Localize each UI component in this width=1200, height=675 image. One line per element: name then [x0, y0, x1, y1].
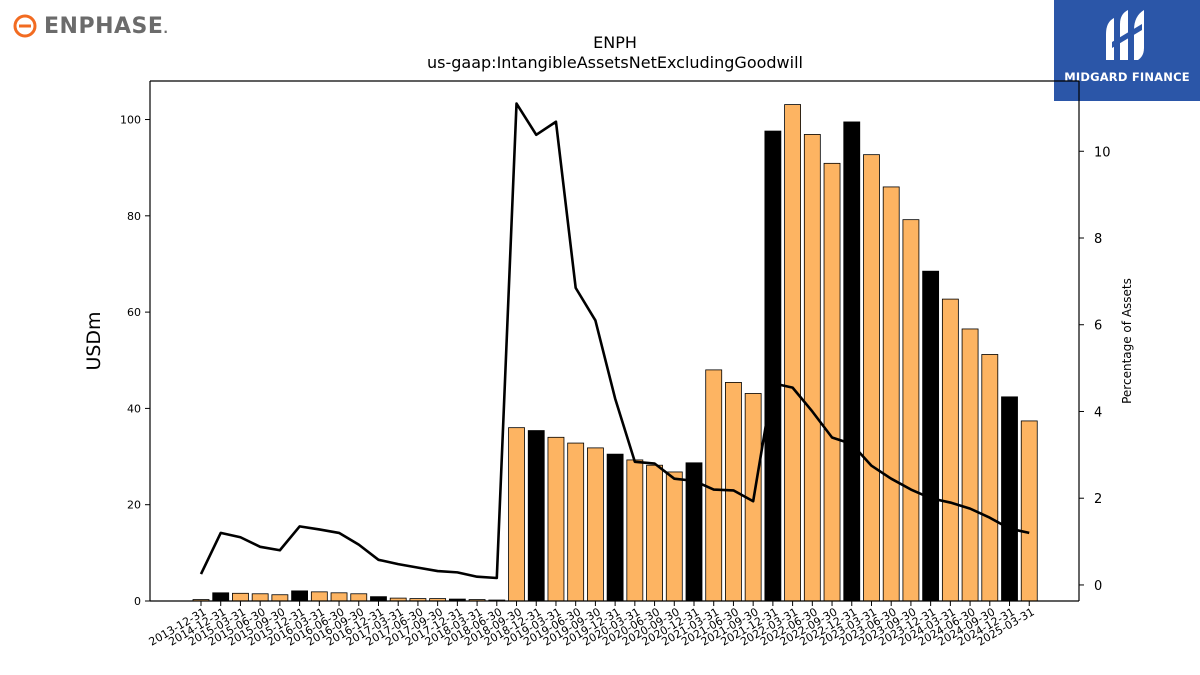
bar: [823, 162, 841, 602]
y2-tick-label: 10: [1094, 145, 1111, 160]
bar: [922, 270, 940, 602]
y-tick-label: 60: [127, 306, 141, 319]
bar: [251, 593, 269, 602]
y2-tick-label: 4: [1094, 405, 1102, 420]
y-tick-label: 100: [120, 114, 141, 127]
bar: [941, 298, 959, 602]
midgard-logo: MIDGARD FINANCE: [1054, 0, 1200, 101]
bar: [232, 592, 249, 602]
bar: [1020, 420, 1038, 602]
y-tick-label: 20: [127, 499, 141, 512]
y-tick-label: 40: [127, 402, 141, 415]
bar: [764, 130, 782, 602]
bar: [271, 594, 289, 602]
bar: [527, 430, 545, 602]
y-tick-label: 80: [127, 210, 141, 223]
bar: [665, 471, 683, 602]
bar: [370, 596, 387, 602]
enphase-wordmark: ENPHASE.: [44, 13, 169, 39]
bar: [902, 219, 920, 602]
bar: [350, 593, 368, 602]
midgard-m-icon: [1106, 10, 1144, 60]
midgard-wordmark: MIDGARD FINANCE: [1064, 70, 1190, 84]
bar: [961, 328, 979, 602]
y-tick-label: 0: [134, 595, 141, 608]
bar: [705, 369, 723, 602]
chart-title: ENPH: [593, 33, 637, 52]
bar: [567, 442, 585, 602]
bar: [291, 590, 309, 602]
y2-tick-label: 2: [1094, 492, 1102, 507]
bar: [310, 591, 328, 602]
bar: [803, 134, 821, 602]
bar: [882, 186, 900, 602]
chart-subtitle: us-gaap:IntangibleAssetsNetExcludingGood…: [427, 53, 803, 72]
bar: [626, 459, 644, 602]
bar: [863, 154, 880, 602]
bar: [981, 354, 999, 602]
bar: [587, 447, 604, 602]
y2-tick-label: 6: [1094, 319, 1102, 334]
bar: [508, 427, 525, 602]
bar: [843, 121, 861, 602]
bar: [330, 592, 348, 602]
enphase-e-icon: [13, 14, 37, 38]
enphase-logo: ENPHASE.: [12, 10, 168, 42]
bar: [547, 436, 565, 602]
y2-tick-label: 8: [1094, 232, 1102, 247]
bar: [784, 104, 801, 602]
bar: [606, 453, 624, 602]
y2-tick-label: 0: [1094, 579, 1102, 594]
bar: [212, 592, 230, 602]
percentage-line: [199, 102, 1030, 580]
bar: [1001, 396, 1018, 602]
bar: [646, 464, 663, 602]
